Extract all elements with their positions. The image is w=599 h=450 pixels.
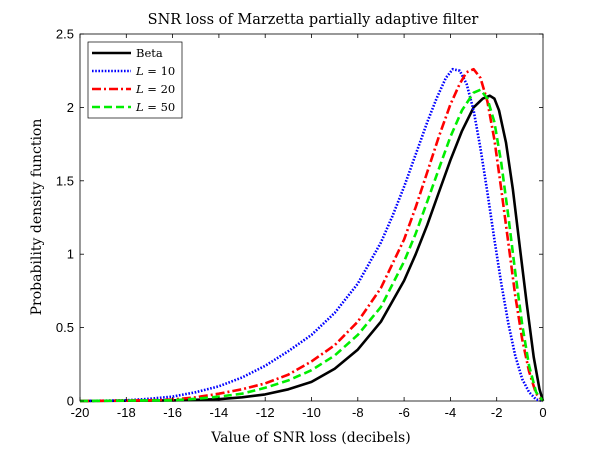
x-tick-label: 0 [539,405,546,420]
x-tick-label: -14 [210,405,229,420]
x-tick-label: -8 [352,405,364,420]
y-tick-label: 1.5 [56,173,74,188]
legend-entry-label: L = 50 [135,100,175,114]
x-tick-label: -2 [491,405,503,420]
x-tick-label: -4 [445,405,457,420]
x-tick-label: -18 [117,405,136,420]
x-axis-label: Value of SNR loss (decibels) [210,430,410,446]
chart-title: SNR loss of Marzetta partially adaptive … [148,12,479,28]
legend-entry-label: L = 10 [135,64,175,78]
y-tick-label: 1 [67,247,74,262]
legend-box [87,41,183,119]
x-tick-label: -6 [398,405,410,420]
legend-entry-label: L = 20 [135,82,175,96]
legend-entry-label: Beta [136,46,163,60]
series-line [79,94,545,403]
x-tick-label: -16 [163,405,182,420]
series-line [79,88,545,403]
series-line [79,67,544,403]
y-tick-label: 2 [67,100,74,115]
legend: Beta L = 10 L = 20 L = 50 [87,41,183,119]
series-line [79,67,544,403]
y-tick-label: 0 [67,394,74,409]
y-axis-ticks: 0 0.5 1 1.5 2 2.5 [56,27,543,409]
y-tick-label: 0.5 [56,320,74,335]
x-tick-label: -12 [256,405,275,420]
x-tick-label: -20 [71,405,90,420]
x-tick-label: -10 [302,405,321,420]
y-axis-label: Probability density function [29,119,45,316]
x-axis-ticks: -20 -18 -16 -14 -12 -10 -8 -6 -4 -2 0 [71,34,547,420]
series-lines [79,67,545,403]
y-tick-label: 2.5 [56,27,74,42]
